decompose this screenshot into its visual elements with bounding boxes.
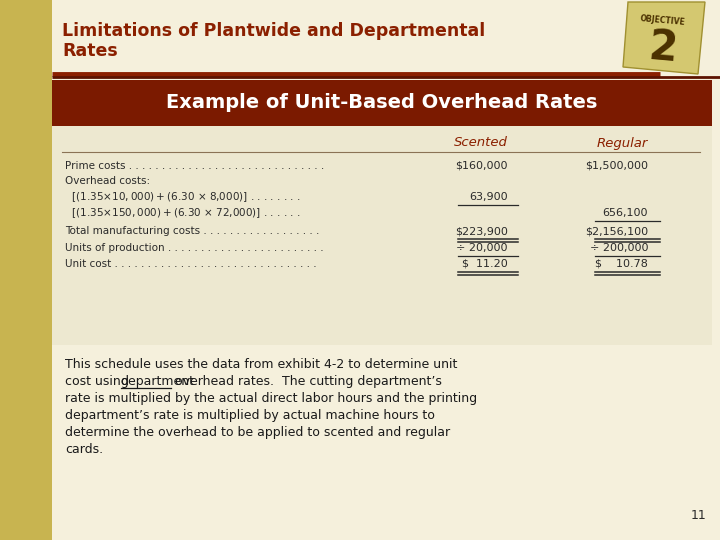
Text: ÷ 200,000: ÷ 200,000 bbox=[590, 243, 648, 253]
Text: Prime costs . . . . . . . . . . . . . . . . . . . . . . . . . . . . . .: Prime costs . . . . . . . . . . . . . . … bbox=[65, 161, 324, 171]
Bar bbox=[52, 126, 712, 345]
Text: $  11.20: $ 11.20 bbox=[462, 259, 508, 269]
Text: cost using: cost using bbox=[65, 375, 132, 388]
Text: $1,500,000: $1,500,000 bbox=[585, 161, 648, 171]
Bar bbox=[0, 0, 52, 540]
Text: Unit cost . . . . . . . . . . . . . . . . . . . . . . . . . . . . . . .: Unit cost . . . . . . . . . . . . . . . … bbox=[65, 259, 317, 269]
Text: $    10.78: $ 10.78 bbox=[595, 259, 648, 269]
Text: [($1.35 × 150,000) + ($6.30 × 72,000)] . . . . . .: [($1.35 × 150,000) + ($6.30 × 72,000)] .… bbox=[65, 206, 300, 220]
Text: Total manufacturing costs . . . . . . . . . . . . . . . . . .: Total manufacturing costs . . . . . . . … bbox=[65, 226, 320, 236]
Text: Example of Unit-Based Overhead Rates: Example of Unit-Based Overhead Rates bbox=[166, 93, 598, 112]
Text: determine the overhead to be applied to scented and regular: determine the overhead to be applied to … bbox=[65, 426, 450, 439]
Text: 656,100: 656,100 bbox=[603, 208, 648, 218]
Text: 2: 2 bbox=[647, 26, 679, 70]
Text: $160,000: $160,000 bbox=[456, 161, 508, 171]
Text: Overhead costs:: Overhead costs: bbox=[65, 176, 150, 186]
Polygon shape bbox=[623, 2, 705, 74]
Text: Scented: Scented bbox=[454, 137, 508, 150]
Text: Rates: Rates bbox=[62, 42, 118, 60]
Text: department: department bbox=[120, 375, 194, 388]
Text: 11: 11 bbox=[690, 509, 706, 522]
Text: $2,156,100: $2,156,100 bbox=[585, 226, 648, 236]
Text: overhead rates.  The cutting department’s: overhead rates. The cutting department’s bbox=[171, 375, 442, 388]
Text: ÷ 20,000: ÷ 20,000 bbox=[456, 243, 508, 253]
Text: rate is multiplied by the actual direct labor hours and the printing: rate is multiplied by the actual direct … bbox=[65, 392, 477, 405]
Text: This schedule uses the data from exhibit 4-2 to determine unit: This schedule uses the data from exhibit… bbox=[65, 358, 457, 371]
Text: department’s rate is multiplied by actual machine hours to: department’s rate is multiplied by actua… bbox=[65, 409, 435, 422]
Bar bbox=[52, 80, 712, 126]
Text: 63,900: 63,900 bbox=[469, 192, 508, 202]
Text: Limitations of Plantwide and Departmental: Limitations of Plantwide and Departmenta… bbox=[62, 22, 485, 40]
Text: Units of production . . . . . . . . . . . . . . . . . . . . . . . .: Units of production . . . . . . . . . . … bbox=[65, 243, 323, 253]
Text: OBJECTIVE: OBJECTIVE bbox=[640, 14, 686, 26]
Text: $223,900: $223,900 bbox=[455, 226, 508, 236]
Text: Regular: Regular bbox=[597, 137, 648, 150]
Text: [($1.35 × 10,000) + ($6.30 × 8,000)] . . . . . . . .: [($1.35 × 10,000) + ($6.30 × 8,000)] . .… bbox=[65, 190, 300, 204]
Text: cards.: cards. bbox=[65, 443, 103, 456]
